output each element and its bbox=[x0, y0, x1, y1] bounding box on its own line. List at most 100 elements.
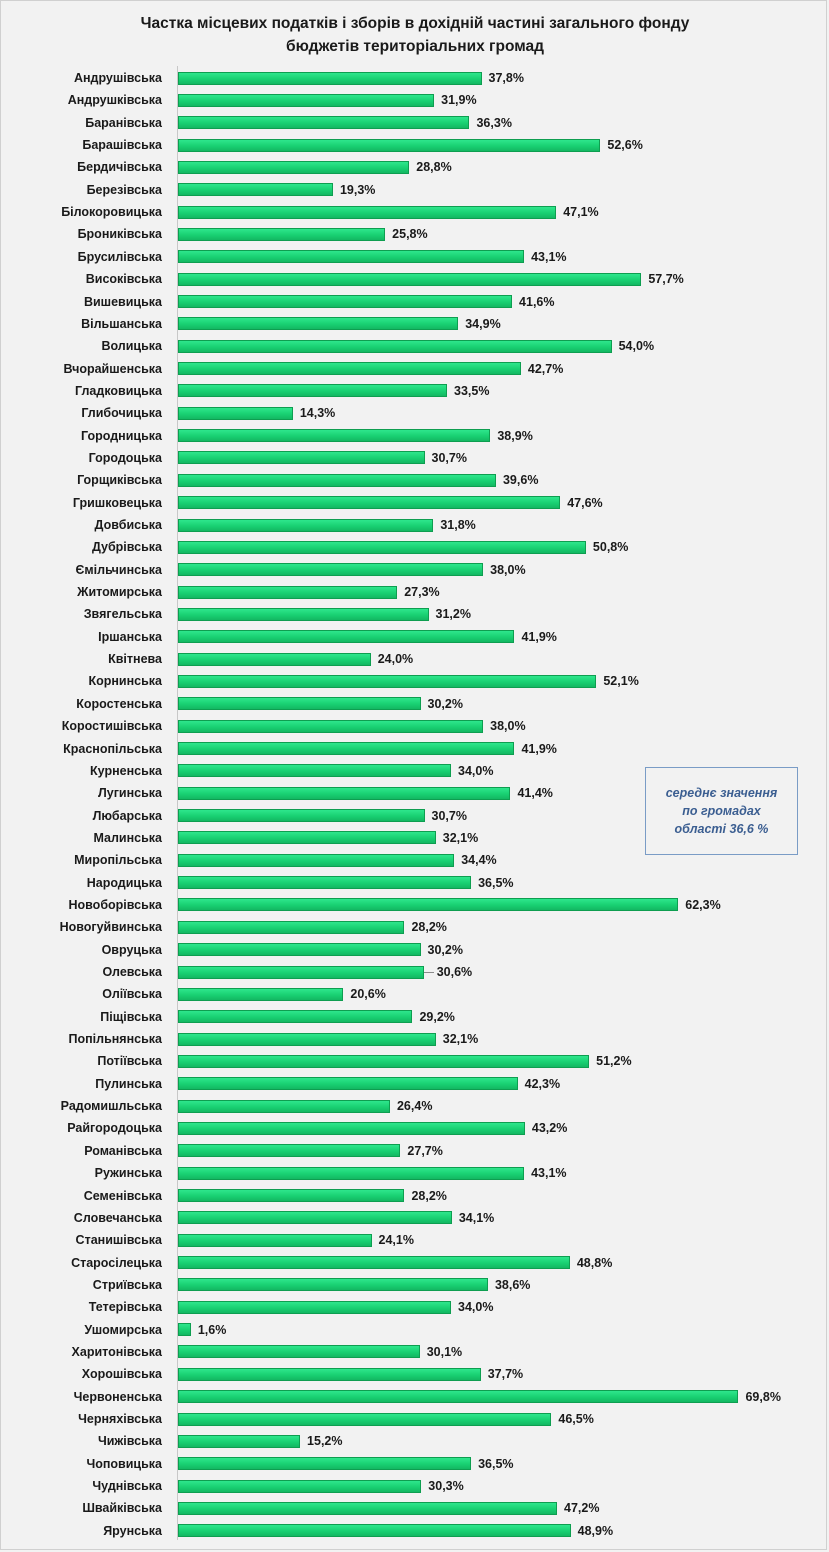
data-label: 38,6% bbox=[494, 1277, 531, 1292]
category-label: Тетерівська bbox=[88, 1300, 162, 1315]
category-label: Корнинська bbox=[88, 674, 162, 689]
bar bbox=[178, 943, 421, 957]
category-label: Ярунська bbox=[103, 1523, 162, 1538]
category-label: Коростенська bbox=[76, 696, 162, 711]
category-label: Городоцька bbox=[88, 450, 162, 465]
bar bbox=[178, 1457, 472, 1471]
bar bbox=[178, 138, 601, 152]
bar bbox=[178, 116, 470, 130]
data-label: 1,6% bbox=[197, 1322, 227, 1337]
bar bbox=[178, 1278, 488, 1292]
data-label: 28,2% bbox=[411, 1188, 447, 1203]
data-label: 25,8% bbox=[392, 227, 428, 242]
data-label: 37,8% bbox=[488, 71, 524, 85]
category-label: Бердичівська bbox=[77, 160, 162, 175]
bar bbox=[178, 742, 515, 755]
data-label: 34,4% bbox=[461, 853, 497, 868]
data-label: 52,6% bbox=[607, 138, 643, 153]
category-label: Гришковецька bbox=[72, 495, 162, 510]
category-label: Чижівська bbox=[97, 1434, 162, 1449]
bar bbox=[178, 1121, 525, 1135]
data-label: 34,1% bbox=[458, 1210, 495, 1225]
data-label: 62,3% bbox=[685, 897, 721, 912]
category-label: Курненська bbox=[90, 763, 162, 778]
category-label: Романівська bbox=[84, 1143, 162, 1158]
chart-title-line-1: Частка місцевих податків і зборів в дохі… bbox=[140, 15, 690, 32]
data-label: 30,2% bbox=[427, 696, 463, 711]
bar bbox=[178, 1099, 390, 1113]
data-label: 32,1% bbox=[442, 1032, 479, 1047]
data-label: 34,9% bbox=[465, 316, 501, 331]
category-label: Чуднівська bbox=[92, 1479, 162, 1494]
data-label: 41,6% bbox=[519, 294, 555, 309]
category-label: Вчорайшенська bbox=[63, 361, 162, 376]
data-label: 48,8% bbox=[576, 1255, 613, 1270]
data-label: 47,6% bbox=[567, 495, 603, 510]
bar bbox=[178, 563, 484, 577]
bar bbox=[178, 1323, 191, 1337]
data-label: 39,6% bbox=[502, 473, 539, 488]
data-label: 30,7% bbox=[431, 808, 467, 823]
bar bbox=[178, 786, 511, 800]
category-label: Овруцька bbox=[101, 942, 162, 957]
bar bbox=[178, 674, 597, 688]
data-label: 33,5% bbox=[454, 383, 490, 398]
bar bbox=[178, 585, 398, 599]
data-label: 41,4% bbox=[517, 786, 553, 801]
category-label: Олевська bbox=[102, 965, 162, 979]
data-label: 24,1% bbox=[378, 1233, 414, 1248]
category-label: Хорошівська bbox=[81, 1367, 162, 1382]
data-label: 30,6% bbox=[436, 965, 473, 979]
bar bbox=[178, 540, 586, 554]
data-label: 48,9% bbox=[577, 1523, 614, 1538]
category-label: Ушомирська bbox=[84, 1322, 162, 1337]
bar bbox=[178, 183, 333, 197]
bar bbox=[178, 831, 436, 845]
bar bbox=[178, 719, 484, 733]
bar bbox=[178, 630, 515, 644]
data-label: 50,8% bbox=[592, 540, 629, 555]
category-label: Потіївська bbox=[97, 1054, 162, 1069]
data-label: 42,3% bbox=[524, 1076, 561, 1091]
data-label: 47,1% bbox=[563, 205, 599, 220]
bar bbox=[178, 339, 612, 353]
bar bbox=[178, 1166, 525, 1180]
data-label: 30,7% bbox=[431, 450, 467, 465]
annotation-line-3: області 36,6 % bbox=[674, 822, 769, 836]
category-axis-line bbox=[177, 66, 178, 1540]
bar bbox=[178, 429, 491, 443]
bar bbox=[178, 764, 452, 778]
bar bbox=[178, 496, 561, 510]
bar bbox=[178, 1077, 518, 1091]
category-label: Малинська bbox=[93, 830, 162, 845]
data-label: 36,5% bbox=[478, 875, 514, 890]
bar bbox=[178, 809, 425, 823]
data-label: 54,0% bbox=[618, 339, 655, 354]
category-label: Радомишльська bbox=[60, 1099, 162, 1114]
category-label: Довбиська bbox=[94, 518, 162, 532]
data-label: 31,2% bbox=[435, 607, 471, 622]
bar bbox=[178, 965, 424, 979]
category-label: Андрушківська bbox=[67, 93, 162, 108]
category-label: Ємільчинська bbox=[75, 562, 162, 577]
category-label: Волицька bbox=[101, 339, 162, 354]
data-label: 38,0% bbox=[490, 562, 526, 577]
data-label: 38,0% bbox=[490, 719, 526, 734]
category-label: Новоборівська bbox=[68, 897, 163, 912]
category-label: Брониківська bbox=[77, 227, 162, 242]
category-label: Городницька bbox=[81, 428, 162, 443]
bar bbox=[178, 987, 344, 1001]
category-label: Березівська bbox=[86, 182, 162, 197]
bar bbox=[178, 697, 421, 711]
bar bbox=[178, 1032, 436, 1046]
data-label: 41,9% bbox=[521, 629, 557, 644]
data-label: 27,3% bbox=[404, 585, 440, 600]
category-label: Народицька bbox=[86, 875, 162, 890]
category-label: Райгородоцька bbox=[67, 1121, 162, 1136]
category-label: Вишевицька bbox=[83, 294, 162, 309]
category-label: Миропільська bbox=[74, 853, 162, 868]
category-label: Квітнева bbox=[108, 652, 162, 667]
data-label: 37,7% bbox=[487, 1367, 524, 1382]
bar bbox=[178, 473, 496, 487]
category-label: Лугинська bbox=[97, 786, 162, 801]
